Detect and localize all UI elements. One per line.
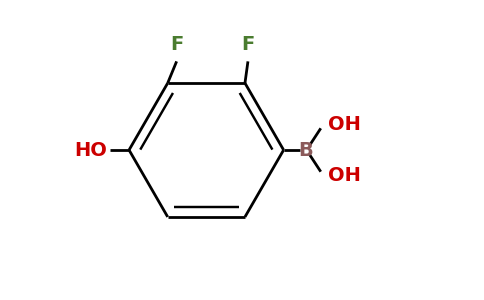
Text: B: B — [299, 140, 313, 160]
Text: F: F — [242, 35, 255, 54]
Text: HO: HO — [74, 140, 107, 160]
Text: F: F — [170, 35, 183, 54]
Text: OH: OH — [328, 115, 361, 134]
Text: OH: OH — [328, 166, 361, 185]
